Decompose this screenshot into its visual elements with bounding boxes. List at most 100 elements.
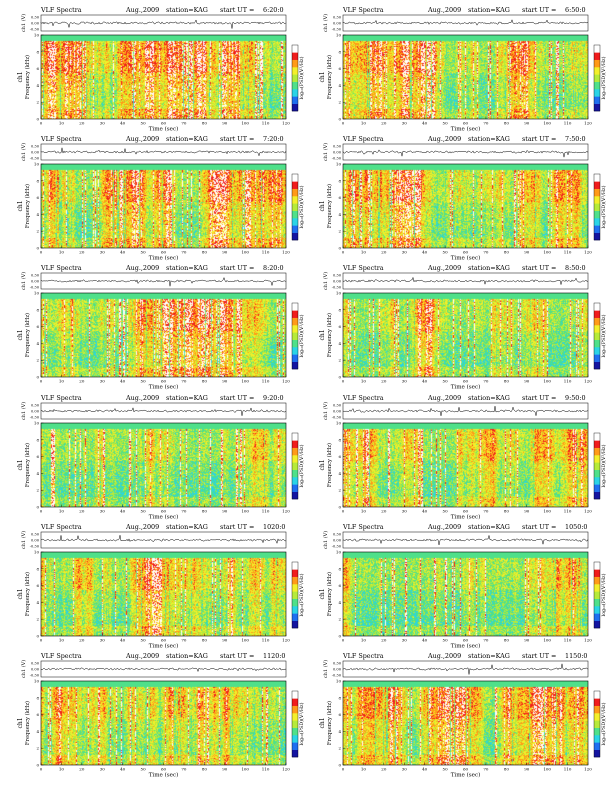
time-tick-label: 60 [463,121,469,126]
spectrogram-image [343,35,588,119]
colorbar-swatch [292,174,298,182]
channel-label: ch1 [319,329,326,340]
freq-tick-label: 10 [336,679,342,684]
time-tick-label: 30 [402,379,408,384]
time-tick-label: 0 [342,767,345,772]
time-tick-label: 80 [504,767,510,772]
freq-tick-label: 6 [36,712,39,717]
time-tick-label: 70 [483,121,489,126]
header-start-prefix: start UT = [220,523,255,531]
time-tick-label: 90 [222,638,228,643]
colorbar-swatch [292,103,298,112]
time-tick-label: 0 [342,379,345,384]
header-station: station=KAG [166,135,208,143]
colorbar-swatch [594,477,600,485]
colorbar-swatch [594,691,600,699]
time-tick-label: 110 [564,638,572,643]
waveform-axis-label: ch1 (V) [322,531,329,549]
colorbar-swatch [594,584,600,592]
time-tick-label: 40 [120,638,126,643]
colorbar-swatch [594,433,600,441]
header-date: Aug.,2009 [126,652,160,660]
spectrogram-image [41,35,286,119]
colorbar-swatch [594,181,600,189]
waveform-tick-label: 0.30 [333,16,342,20]
time-tick-label: 10 [361,250,367,255]
colorbar-swatch [292,339,298,348]
time-tick-label: 100 [543,638,551,643]
waveform-tick-label: 0.30 [333,533,342,537]
waveform-tick-label: -0.30 [30,545,40,549]
freq-tick-label: 6 [338,195,341,200]
header-date: Aug.,2009 [126,264,160,272]
colorbar-label: log₁₀(PSD)(V²/Hz) [298,702,305,745]
colorbar-swatch [292,576,298,585]
time-tick-label: 110 [262,767,270,772]
freq-tick-label: 10 [34,162,40,167]
colorbar-frame [291,432,299,500]
colorbar-swatch [292,81,298,90]
freq-tick-label: 10 [336,162,342,167]
colorbar-swatch [292,705,298,714]
time-tick-label: 70 [181,509,187,514]
waveform-tick-label: 0.30 [31,16,40,20]
colorbar-swatch [594,462,600,470]
waveform-trace [40,407,287,416]
waveform-tick-label: 0.00 [333,410,342,414]
spectrogram-image [41,293,286,377]
time-tick-label: 100 [543,121,551,126]
colorbar-swatch [292,303,298,311]
time-tick-label: 0 [40,509,43,514]
colorbar-swatch [594,620,600,629]
freq-axis-label: Frequency (kHz) [326,313,333,357]
waveform-tick-label: -0.30 [30,674,40,678]
freq-tick-label: 6 [338,583,341,588]
waveform-tick-label: -0.30 [332,28,342,32]
header-date: Aug.,2009 [428,264,462,272]
freq-tick-label: 10 [34,550,40,555]
time-tick-label: 60 [161,121,167,126]
time-tick-label: 50 [443,121,449,126]
colorbar-swatch [292,569,298,577]
header-start-prefix: start UT = [522,652,557,660]
time-tick-label: 40 [422,250,428,255]
time-tick-label: 110 [262,509,270,514]
waveform-tick-label: 0.00 [333,22,342,26]
header-date: Aug.,2009 [126,394,160,402]
time-axis-label: Time (sec) [451,384,481,391]
colorbar-swatch [594,317,600,326]
header-label: VLF Spectra [41,6,82,14]
time-tick-label: 60 [463,250,469,255]
waveform-trace [342,663,589,675]
header-date: Aug.,2009 [428,652,462,660]
freq-tick-label: 2 [36,746,39,751]
waveform-axis-label: ch1 (V) [20,402,27,420]
time-axis-label: Time (sec) [451,643,481,650]
waveform-tick-label: 0.30 [333,145,342,149]
time-tick-label: 20 [381,250,387,255]
colorbar-swatch [594,606,600,614]
waveform-tick-label: -0.30 [332,286,342,290]
waveform-tick-label: -0.30 [30,416,40,420]
header-start-time: 1020:0 [263,523,286,531]
freq-tick-label: 10 [336,33,342,38]
colorbar-swatch [594,225,600,233]
time-tick-label: 100 [543,250,551,255]
waveform-trace [342,19,589,26]
time-tick-label: 20 [79,509,85,514]
time-tick-label: 50 [443,379,449,384]
colorbar-label: log₁₀(PSD)(V²/Hz) [298,444,305,487]
colorbar-label: log₁₀(PSD)(V²/Hz) [600,702,607,745]
header-station: station=KAG [166,264,208,272]
colorbar-swatch [594,354,600,362]
time-tick-label: 30 [100,509,106,514]
freq-tick-label: 4 [338,83,341,88]
waveform-tick-label: 0.30 [333,404,342,408]
time-tick-label: 10 [361,767,367,772]
time-tick-label: 80 [504,121,510,126]
header-label: VLF Spectra [41,523,82,531]
